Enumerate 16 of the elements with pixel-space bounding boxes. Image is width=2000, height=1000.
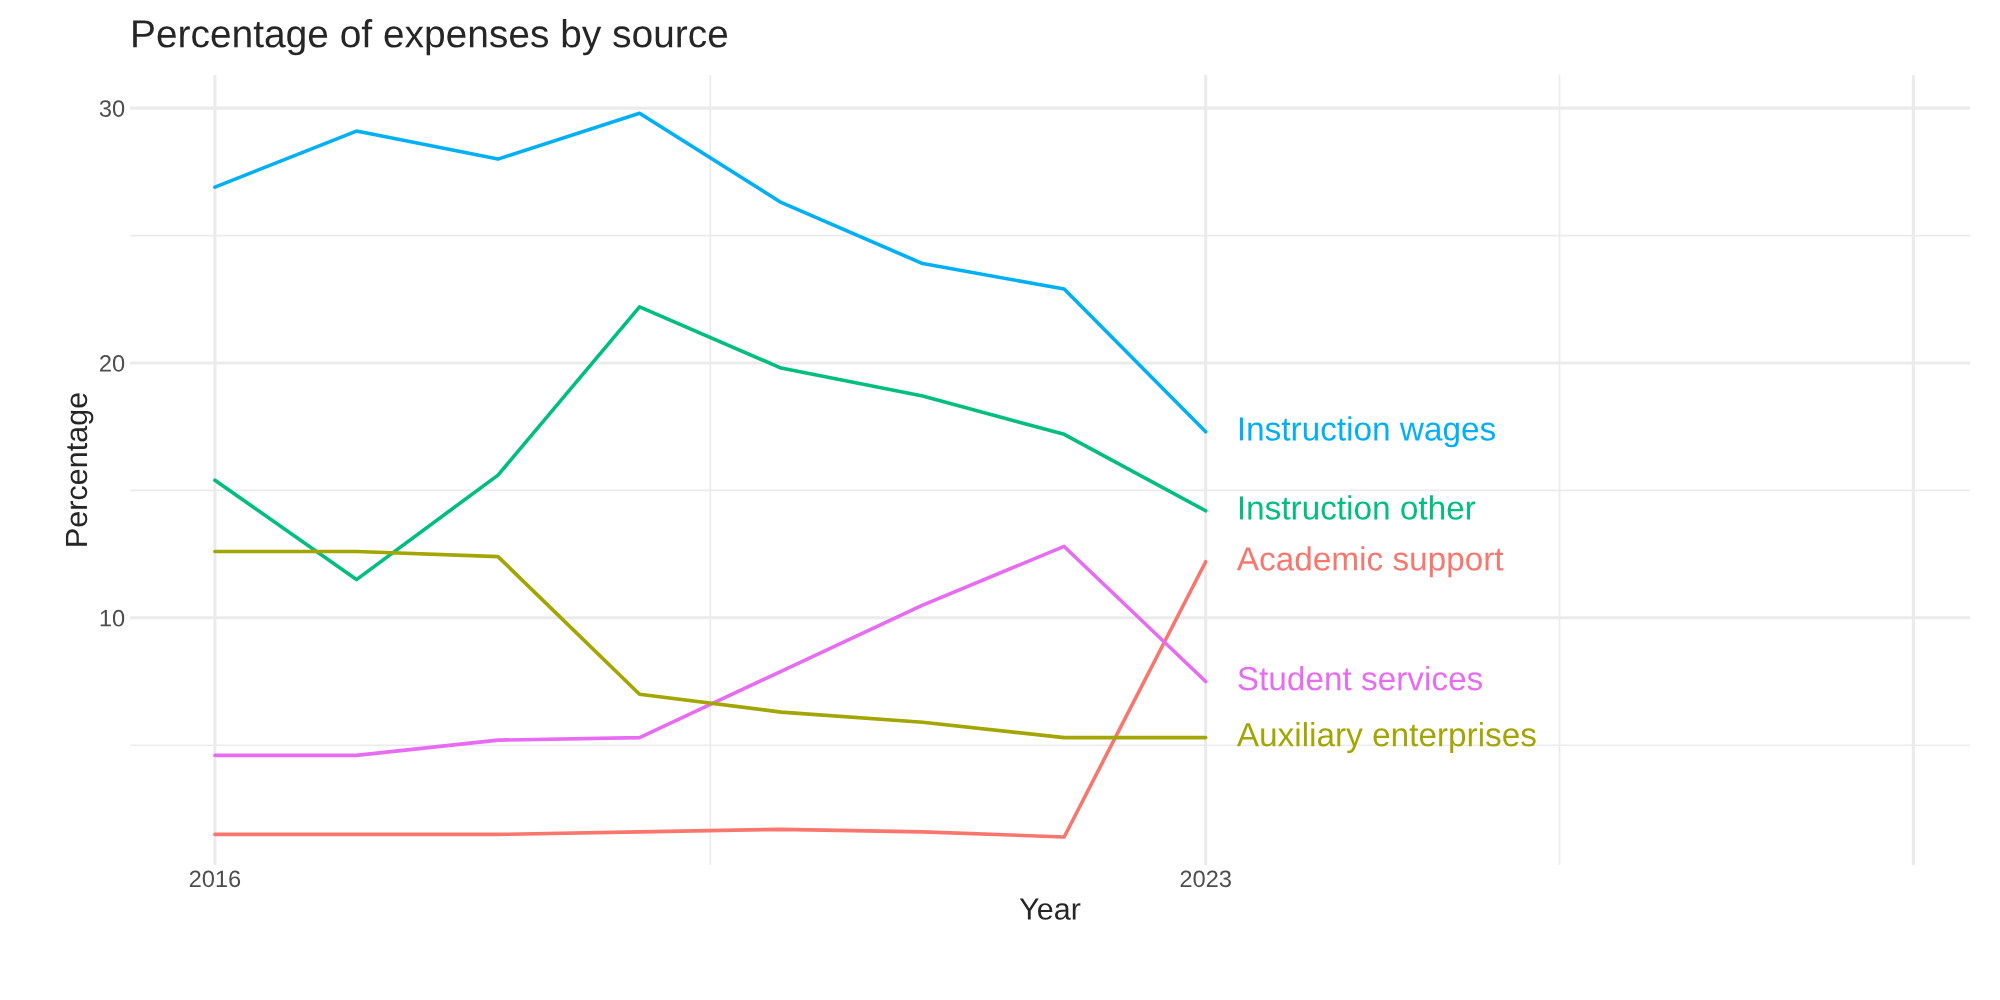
series-label: Student services (1238, 665, 1483, 691)
x-tick-label: 2023 (1180, 870, 1231, 888)
line-series (213, 305, 1208, 582)
x-tick-label: 2016 (189, 870, 241, 888)
series-label: Instruction other (1239, 495, 1476, 520)
chart-title: Percentage of expenses by source (133, 19, 728, 56)
y-axis-title: Percentage (65, 393, 94, 546)
series-label: Auxiliary enterprises (1236, 722, 1536, 754)
y-tick-label: 30 (99, 100, 125, 117)
y-tick-label: 10 (100, 609, 125, 627)
y-tick-label: 20 (100, 355, 125, 372)
series-label: Academic support (1236, 546, 1504, 578)
line-series (213, 111, 1208, 434)
x-axis-title: Year (1019, 898, 1081, 920)
series-label: Instruction wages (1239, 416, 1496, 448)
line-series (213, 559, 1208, 839)
